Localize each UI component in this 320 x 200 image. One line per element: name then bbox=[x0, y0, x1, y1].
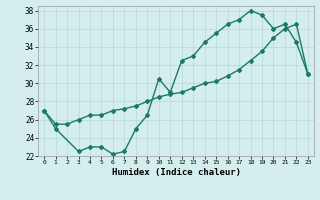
X-axis label: Humidex (Indice chaleur): Humidex (Indice chaleur) bbox=[111, 168, 241, 177]
